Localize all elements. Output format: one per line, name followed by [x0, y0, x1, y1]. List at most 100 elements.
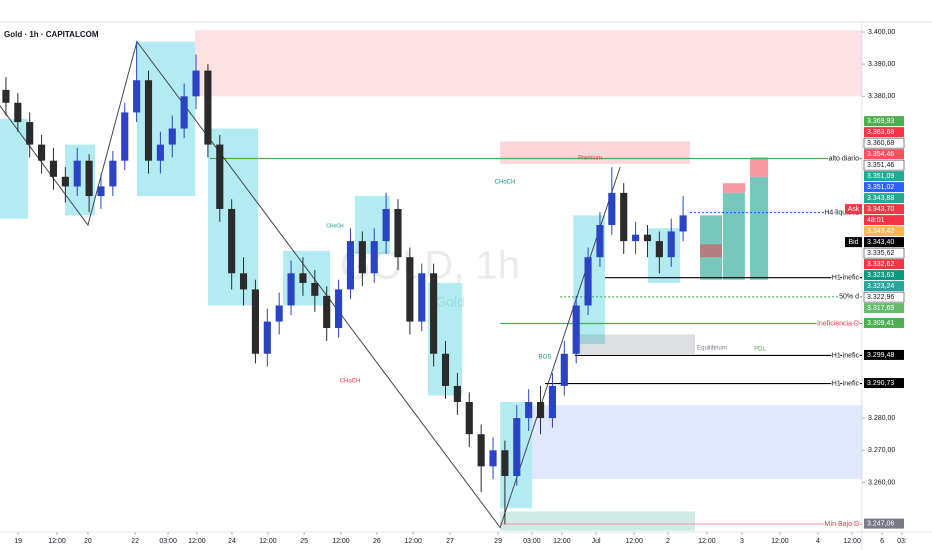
level-label: alto diario — [829, 155, 859, 162]
candle-body — [49, 160, 58, 177]
candle-body — [228, 208, 236, 274]
level-label: Ineficiencia D — [817, 320, 859, 327]
candle-body — [632, 234, 640, 242]
price-tag — [864, 270, 904, 281]
x-tick-label: 12:00 — [625, 538, 643, 545]
level-label: Mín Bajo D — [824, 521, 859, 528]
level-label: H4 liquidez — [824, 209, 859, 216]
candle-body — [38, 144, 46, 161]
candle-body — [620, 192, 628, 242]
candle-body — [97, 186, 105, 197]
level-label: 50% d — [839, 294, 859, 301]
candle-body — [168, 128, 176, 145]
price-tag-label: 3.343,88 — [867, 195, 894, 202]
price-tag-label: 3.343,40 — [867, 239, 894, 246]
candle-body — [501, 450, 509, 477]
x-tick-label: 25 — [300, 538, 308, 545]
price-tag — [864, 349, 904, 360]
candle-body — [596, 225, 604, 258]
candle-body — [263, 321, 271, 354]
candle-body — [323, 295, 331, 328]
price-tag — [864, 182, 904, 193]
candle-body — [465, 402, 473, 435]
x-tick-label: 24 — [228, 538, 236, 545]
candle-body — [548, 385, 556, 419]
price-tag-label: 3.351,46 — [867, 162, 894, 169]
x-tick-label: 12:00 — [332, 538, 350, 545]
side-label: Bid — [848, 239, 858, 246]
candle-body — [251, 289, 259, 354]
candle-body — [608, 192, 616, 226]
candle-body — [370, 241, 378, 274]
price-tag-label: 3.299,48 — [867, 352, 894, 359]
y-tick-label: 3.400,00 — [868, 29, 895, 36]
annotation: BOS — [539, 355, 552, 361]
price-tag — [864, 378, 904, 389]
candle-body — [61, 176, 69, 187]
plot-area — [0, 30, 862, 531]
candle-body — [192, 70, 200, 97]
x-tick-label: 20 — [84, 538, 92, 545]
candle-body — [655, 241, 663, 258]
candle-body — [85, 160, 93, 197]
y-tick-label: 3.380,00 — [868, 93, 895, 100]
level-label: H1 inefic — [832, 352, 860, 359]
zone — [0, 118, 28, 219]
candle-body — [204, 70, 212, 145]
price-tag-label: 3.343,70 — [867, 206, 894, 213]
candle-body — [489, 450, 497, 467]
zone — [700, 244, 723, 258]
price-tag-label: 3.309,41 — [867, 320, 894, 327]
price-tag — [864, 171, 904, 182]
candle-body — [216, 144, 224, 209]
candle-body — [679, 215, 687, 232]
x-tick-label: 03:00 — [159, 538, 177, 545]
price-tag — [864, 259, 904, 270]
zone — [573, 334, 695, 354]
candle-body — [394, 208, 402, 258]
candle-body — [572, 305, 580, 354]
candle-body — [311, 282, 319, 296]
x-tick-label: 22 — [131, 538, 139, 545]
x-tick-label: 27 — [446, 538, 454, 545]
side-tag — [845, 237, 862, 248]
x-tick-label: 12:00 — [843, 538, 861, 545]
annotation: Premium — [578, 156, 602, 162]
candle-body — [430, 273, 438, 354]
x-tick-label: 12:00 — [404, 538, 422, 545]
price-tag — [864, 116, 904, 127]
candle-body — [453, 385, 461, 403]
price-tag — [864, 204, 904, 215]
price-tag — [863, 247, 905, 259]
price-tag-label: 3.317,69 — [867, 305, 894, 312]
price-tag-label: 3.323,24 — [867, 283, 894, 290]
side-label: Ask — [848, 206, 860, 213]
zone — [195, 30, 862, 97]
x-tick-label: 6 — [880, 538, 884, 545]
price-tag-label: 3.351,02 — [867, 184, 894, 191]
price-tag-label: 3.369,93 — [867, 118, 894, 125]
price-tag-label: 3.290,73 — [867, 380, 894, 387]
x-tick-label: 12:00 — [48, 538, 66, 545]
price-tag-label: 3.343,42 — [867, 228, 894, 235]
price-tag — [864, 317, 904, 328]
zone — [722, 192, 745, 280]
y-tick-label: 3.280,00 — [868, 415, 895, 422]
annotation: Equilibrium — [697, 346, 727, 352]
x-tick-label: 03: — [897, 538, 907, 545]
price-tag — [864, 237, 904, 248]
x-tick-label: 2 — [666, 538, 670, 545]
price-tag-label: 3.351,09 — [867, 173, 894, 180]
price-tag — [864, 149, 904, 160]
candle-body — [382, 208, 390, 242]
candle-body — [643, 234, 652, 242]
y-tick-label: 3.270,00 — [868, 447, 895, 454]
annotation: CHoCH — [495, 180, 516, 186]
x-tick-label: 29 — [494, 538, 502, 545]
candle-body — [584, 257, 592, 306]
candle-body — [275, 305, 283, 322]
x-tick-label: 12:00 — [771, 538, 789, 545]
chart-title: Gold · 1h · CAPITALCOM — [4, 30, 99, 39]
x-tick-label: Jul — [592, 538, 601, 545]
